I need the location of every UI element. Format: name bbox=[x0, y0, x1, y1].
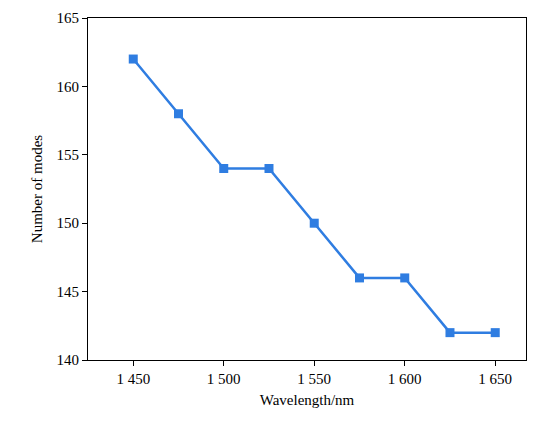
svg-text:Wavelength/nm: Wavelength/nm bbox=[260, 392, 355, 408]
svg-text:140: 140 bbox=[57, 352, 80, 368]
svg-text:150: 150 bbox=[57, 215, 80, 231]
svg-text:160: 160 bbox=[57, 79, 80, 95]
svg-text:165: 165 bbox=[57, 10, 80, 26]
svg-text:1 650: 1 650 bbox=[478, 371, 512, 387]
svg-text:1 500: 1 500 bbox=[207, 371, 241, 387]
svg-text:145: 145 bbox=[57, 284, 80, 300]
svg-text:Number of modes: Number of modes bbox=[29, 135, 45, 243]
svg-text:1 450: 1 450 bbox=[116, 371, 150, 387]
svg-text:1 600: 1 600 bbox=[388, 371, 422, 387]
svg-text:155: 155 bbox=[57, 147, 80, 163]
svg-text:1 550: 1 550 bbox=[297, 371, 331, 387]
